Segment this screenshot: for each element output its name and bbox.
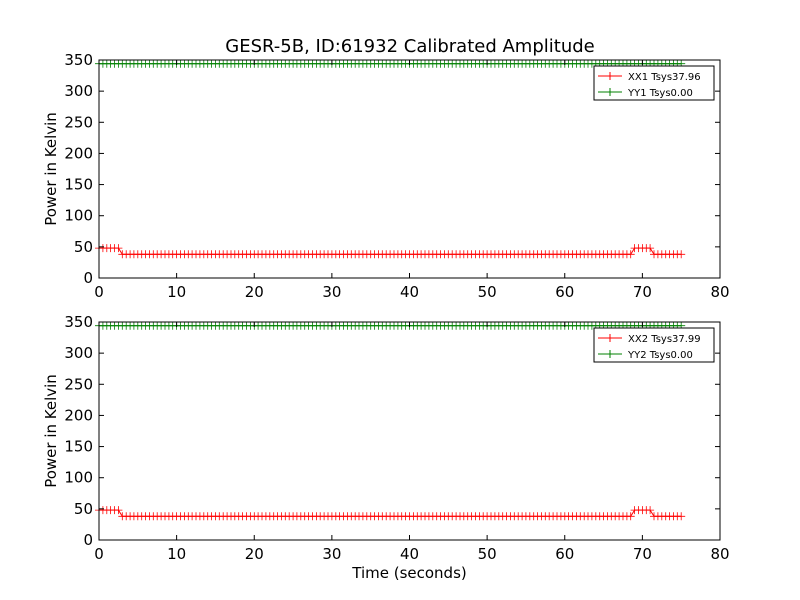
y-tick-label: 250: [64, 113, 93, 131]
y-tick-label: 200: [64, 406, 93, 424]
data-point-marker: [677, 250, 686, 259]
x-axis-label: Time (seconds): [351, 564, 467, 582]
x-tick-label: 20: [245, 283, 264, 301]
y-tick-label: 50: [74, 500, 93, 518]
x-tick-label: 20: [245, 545, 264, 563]
legend-marker-1: [606, 334, 614, 342]
y-axis-label: Power in Kelvin: [42, 112, 60, 226]
bottom-subplot: 0 10 20 30 40 50 60 70 80 0 50 100 150 200 250 300 350 Po…: [42, 313, 730, 582]
series-line-1: [99, 247, 682, 255]
series-markers-2: [95, 321, 686, 330]
legend-entry-1: XX2 Tsys37.99: [628, 334, 701, 345]
y-tick-label: 200: [64, 144, 93, 162]
data-point-marker: [646, 244, 655, 253]
y-tick-label: 0: [83, 531, 93, 549]
data-point-marker: [626, 512, 635, 521]
y-tick-label: 50: [74, 238, 93, 256]
y-tick-label: 350: [64, 313, 93, 331]
x-tick-label: 70: [633, 545, 652, 563]
y-axis-label: Power in Kelvin: [42, 374, 60, 488]
x-tick-label: 10: [167, 283, 186, 301]
data-point-marker: [114, 244, 123, 253]
y-tick-label: 350: [64, 51, 93, 69]
legend: XX1 Tsys37.96 YY1 Tsys0.00: [593, 65, 715, 101]
y-tick-label: 250: [64, 375, 93, 393]
legend-box: [593, 65, 715, 101]
data-point-marker: [646, 506, 655, 515]
legend-marker-2: [606, 88, 614, 96]
chart-title: GESR-5B, ID:61932 Calibrated Amplitude: [225, 36, 594, 57]
y-tick-label: 0: [83, 269, 93, 287]
y-tick-label: 150: [64, 438, 93, 456]
series-line-1: [99, 509, 682, 517]
x-tick-label: 10: [167, 545, 186, 563]
x-tick-label: 40: [400, 283, 419, 301]
x-tick-label: 0: [94, 545, 104, 563]
series-markers-2: [95, 59, 686, 68]
x-tick-label: 40: [400, 545, 419, 563]
top-subplot: 0 10 20 30 40 50 60 70 80 0 50 100 150 200 250 300 350 Po…: [42, 51, 730, 301]
y-tick-label: 150: [64, 176, 93, 194]
y-tick-label: 100: [64, 207, 93, 225]
legend: XX2 Tsys37.99 YY2 Tsys0.00: [593, 327, 715, 363]
series-markers-1: [95, 244, 686, 259]
x-tick-label: 50: [478, 283, 497, 301]
x-tick-label: 60: [555, 283, 574, 301]
legend-entry-2: YY2 Tsys0.00: [627, 350, 693, 361]
legend-box: [593, 327, 715, 363]
legend-entry-2: YY1 Tsys0.00: [627, 88, 693, 99]
x-tick-label: 70: [633, 283, 652, 301]
x-tick-label: 80: [710, 545, 729, 563]
data-point-marker: [114, 506, 123, 515]
legend-entry-1: XX1 Tsys37.96: [628, 72, 701, 83]
x-tick-label: 30: [322, 283, 341, 301]
x-tick-label: 0: [94, 283, 104, 301]
data-point-marker: [677, 512, 686, 521]
x-tick-label: 60: [555, 545, 574, 563]
legend-marker-2: [606, 350, 614, 358]
y-tick-label: 300: [64, 344, 93, 362]
y-tick-label: 300: [64, 82, 93, 100]
series-markers-1: [95, 506, 686, 521]
data-point-marker: [626, 250, 635, 259]
y-tick-label: 100: [64, 469, 93, 487]
x-tick-label: 80: [710, 283, 729, 301]
legend-marker-1: [606, 72, 614, 80]
x-tick-label: 30: [322, 545, 341, 563]
x-tick-label: 50: [478, 545, 497, 563]
